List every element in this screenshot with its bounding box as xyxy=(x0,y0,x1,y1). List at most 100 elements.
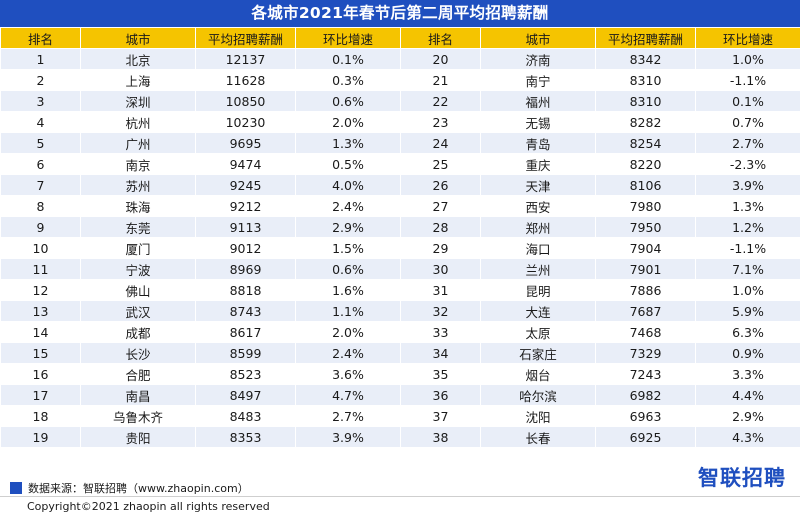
cell-growth-left: 1.6% xyxy=(295,279,401,301)
cell-salary-right: 8254 xyxy=(595,132,696,154)
cell-growth-right: 1.0% xyxy=(695,279,800,301)
cell-growth-left: 4.7% xyxy=(295,384,401,406)
cell-rank-left: 17 xyxy=(0,384,81,406)
cell-rank-right: 31 xyxy=(400,279,481,301)
table-row: 8 珠海 9212 2.4% 27 西安 7980 1.3% xyxy=(0,195,800,217)
cell-rank-left: 13 xyxy=(0,300,81,322)
cell-growth-right: 7.1% xyxy=(695,258,800,280)
cell-rank-left: 10 xyxy=(0,237,81,259)
cell-salary-right: 7950 xyxy=(595,216,696,238)
cell-rank-left: 9 xyxy=(0,216,81,238)
cell-rank-left: 11 xyxy=(0,258,81,280)
cell-rank-left: 14 xyxy=(0,321,81,343)
table-row: 4 杭州 10230 2.0% 23 无锡 8282 0.7% xyxy=(0,111,800,133)
cell-salary-left: 9245 xyxy=(195,174,296,196)
cell-rank-right: 30 xyxy=(400,258,481,280)
cell-rank-right: 36 xyxy=(400,384,481,406)
cell-salary-right: 7901 xyxy=(595,258,696,280)
cell-rank-left: 16 xyxy=(0,363,81,385)
cell-growth-right: 6.3% xyxy=(695,321,800,343)
footer-divider xyxy=(0,496,800,497)
cell-growth-right: 0.7% xyxy=(695,111,800,133)
cell-salary-right: 7468 xyxy=(595,321,696,343)
cell-city-right: 大连 xyxy=(480,300,596,322)
cell-growth-left: 2.0% xyxy=(295,321,401,343)
table-row: 11 宁波 8969 0.6% 30 兰州 7901 7.1% xyxy=(0,258,800,280)
cell-city-right: 石家庄 xyxy=(480,342,596,364)
cell-city-right: 昆明 xyxy=(480,279,596,301)
cell-rank-right: 25 xyxy=(400,153,481,175)
cell-rank-left: 5 xyxy=(0,132,81,154)
cell-salary-left: 8497 xyxy=(195,384,296,406)
cell-growth-right: 1.2% xyxy=(695,216,800,238)
cell-city-left: 厦门 xyxy=(80,237,196,259)
cell-city-right: 青岛 xyxy=(480,132,596,154)
cell-city-right: 天津 xyxy=(480,174,596,196)
cell-salary-right: 8310 xyxy=(595,90,696,112)
table-row: 1 北京 12137 0.1% 20 济南 8342 1.0% xyxy=(0,48,800,70)
cell-growth-left: 3.6% xyxy=(295,363,401,385)
cell-salary-left: 9695 xyxy=(195,132,296,154)
cell-rank-right: 23 xyxy=(400,111,481,133)
cell-growth-left: 0.5% xyxy=(295,153,401,175)
cell-city-left: 贵阳 xyxy=(80,426,196,448)
cell-city-left: 东莞 xyxy=(80,216,196,238)
cell-salary-left: 8523 xyxy=(195,363,296,385)
cell-rank-left: 7 xyxy=(0,174,81,196)
cell-city-right: 兰州 xyxy=(480,258,596,280)
cell-rank-right: 37 xyxy=(400,405,481,427)
cell-growth-right: -2.3% xyxy=(695,153,800,175)
table-row: 3 深圳 10850 0.6% 22 福州 8310 0.1% xyxy=(0,90,800,112)
table-row: 13 武汉 8743 1.1% 32 大连 7687 5.9% xyxy=(0,300,800,322)
cell-rank-right: 33 xyxy=(400,321,481,343)
header-salary-right: 平均招聘薪酬 xyxy=(595,27,696,49)
cell-rank-right: 34 xyxy=(400,342,481,364)
header-city-right: 城市 xyxy=(480,27,596,49)
table-row: 17 南昌 8497 4.7% 36 哈尔滨 6982 4.4% xyxy=(0,384,800,406)
cell-growth-left: 2.4% xyxy=(295,342,401,364)
cell-growth-left: 1.1% xyxy=(295,300,401,322)
cell-salary-left: 8743 xyxy=(195,300,296,322)
cell-city-right: 太原 xyxy=(480,321,596,343)
cell-salary-right: 7886 xyxy=(595,279,696,301)
cell-city-left: 深圳 xyxy=(80,90,196,112)
table-row: 12 佛山 8818 1.6% 31 昆明 7886 1.0% xyxy=(0,279,800,301)
table-row: 18 乌鲁木齐 8483 2.7% 37 沈阳 6963 2.9% xyxy=(0,405,800,427)
cell-salary-right: 6963 xyxy=(595,405,696,427)
cell-city-right: 西安 xyxy=(480,195,596,217)
cell-salary-right: 7904 xyxy=(595,237,696,259)
cell-growth-left: 3.9% xyxy=(295,426,401,448)
cell-growth-right: 0.1% xyxy=(695,90,800,112)
cell-rank-left: 18 xyxy=(0,405,81,427)
table-row: 15 长沙 8599 2.4% 34 石家庄 7329 0.9% xyxy=(0,342,800,364)
table-row: 19 贵阳 8353 3.9% 38 长春 6925 4.3% xyxy=(0,426,800,448)
cell-salary-right: 8342 xyxy=(595,48,696,70)
cell-salary-right: 7329 xyxy=(595,342,696,364)
cell-rank-right: 22 xyxy=(400,90,481,112)
cell-city-left: 乌鲁木齐 xyxy=(80,405,196,427)
cell-salary-left: 8969 xyxy=(195,258,296,280)
page-title: 各城市2021年春节后第二周平均招聘薪酬 xyxy=(0,0,800,27)
cell-city-right: 海口 xyxy=(480,237,596,259)
cell-city-right: 哈尔滨 xyxy=(480,384,596,406)
cell-salary-left: 9212 xyxy=(195,195,296,217)
table-header-row: 排名 城市 平均招聘薪酬 环比增速 排名 城市 平均招聘薪酬 环比增速 xyxy=(0,27,800,49)
cell-city-left: 南京 xyxy=(80,153,196,175)
cell-rank-right: 27 xyxy=(400,195,481,217)
cell-city-right: 南宁 xyxy=(480,69,596,91)
header-growth-right: 环比增速 xyxy=(695,27,800,49)
cell-city-right: 重庆 xyxy=(480,153,596,175)
cell-rank-left: 15 xyxy=(0,342,81,364)
cell-city-left: 珠海 xyxy=(80,195,196,217)
cell-city-right: 烟台 xyxy=(480,363,596,385)
zhaopin-logo: 智联招聘 xyxy=(698,466,786,490)
header-rank-right: 排名 xyxy=(400,27,481,49)
cell-salary-left: 8818 xyxy=(195,279,296,301)
cell-salary-right: 8220 xyxy=(595,153,696,175)
table-row: 10 厦门 9012 1.5% 29 海口 7904 -1.1% xyxy=(0,237,800,259)
cell-salary-left: 9474 xyxy=(195,153,296,175)
cell-rank-right: 26 xyxy=(400,174,481,196)
table-row: 6 南京 9474 0.5% 25 重庆 8220 -2.3% xyxy=(0,153,800,175)
cell-growth-left: 2.9% xyxy=(295,216,401,238)
